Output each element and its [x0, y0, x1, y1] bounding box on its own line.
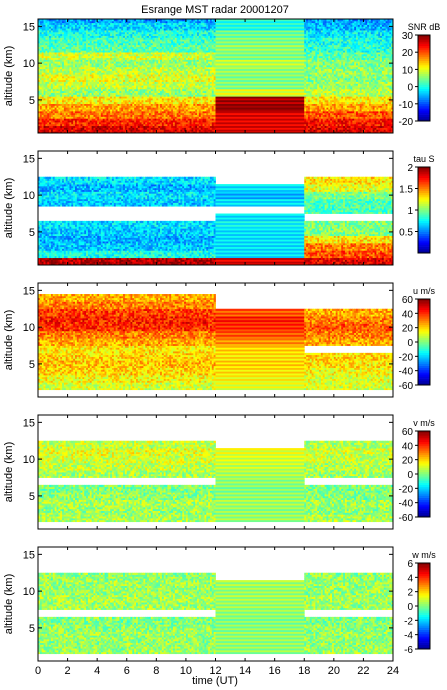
SNR-heatmap: [38, 19, 393, 133]
figure-title: Esrange MST radar 20001207: [141, 4, 289, 16]
